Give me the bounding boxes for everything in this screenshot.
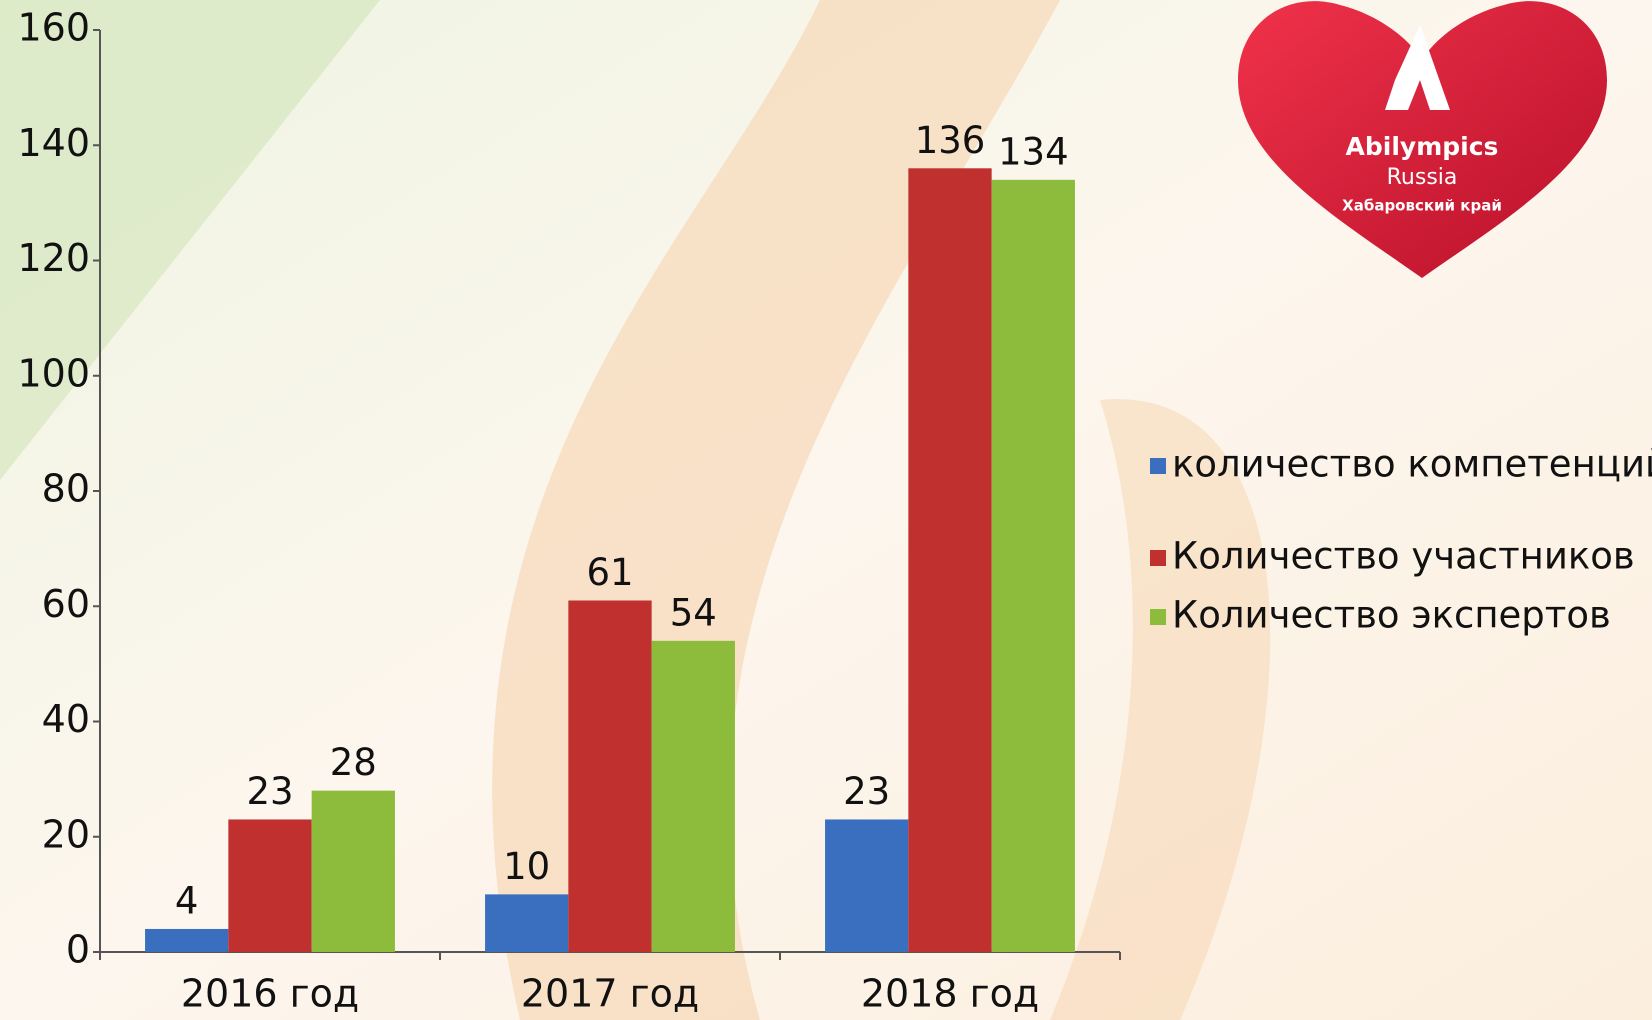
logo-subtitle: Russia xyxy=(1387,165,1458,190)
data-label: 61 xyxy=(586,551,633,594)
logo-region: Хабаровский край xyxy=(1342,197,1502,215)
y-tick-label: 100 xyxy=(17,351,90,395)
legend-marker xyxy=(1150,458,1166,474)
y-tick-label: 120 xyxy=(17,236,90,280)
data-label: 23 xyxy=(843,770,890,813)
legend-label: Количество экспертов xyxy=(1172,594,1611,637)
bar xyxy=(228,819,311,952)
bar xyxy=(825,819,908,952)
bar xyxy=(485,894,568,952)
data-label: 136 xyxy=(915,119,986,162)
legend-label: Количество участников xyxy=(1172,535,1635,578)
data-label: 4 xyxy=(175,879,199,922)
bar xyxy=(652,641,735,952)
bar xyxy=(992,180,1075,952)
bar xyxy=(908,168,991,952)
data-label: 54 xyxy=(670,591,717,634)
x-tick-label: 2017 год xyxy=(521,972,699,1016)
legend-marker xyxy=(1150,550,1166,566)
legend-label: количество компетенций xyxy=(1172,443,1652,486)
page: Abilympics Russia Хабаровский край 0 20 40… xyxy=(0,0,1652,1020)
bar xyxy=(145,929,228,952)
chart: Abilympics Russia Хабаровский край 0 20 40… xyxy=(0,0,1652,1020)
data-label: 23 xyxy=(246,770,293,813)
x-tick-label: 2018 год xyxy=(861,972,1039,1016)
data-label: 10 xyxy=(503,845,550,888)
y-tick-label: 80 xyxy=(42,467,90,511)
bar xyxy=(568,600,651,952)
bar xyxy=(312,791,395,952)
legend-marker xyxy=(1150,609,1166,625)
y-tick-label: 40 xyxy=(42,697,90,741)
data-label: 134 xyxy=(998,130,1069,173)
data-label: 28 xyxy=(330,741,377,784)
logo-title: Abilympics xyxy=(1346,132,1499,161)
x-tick-label: 2016 год xyxy=(181,972,359,1016)
y-tick-label: 60 xyxy=(42,582,90,626)
y-tick-label: 20 xyxy=(42,812,90,856)
y-tick-label: 0 xyxy=(66,928,90,972)
y-tick-label: 140 xyxy=(17,121,90,165)
y-tick-label: 160 xyxy=(17,6,90,50)
